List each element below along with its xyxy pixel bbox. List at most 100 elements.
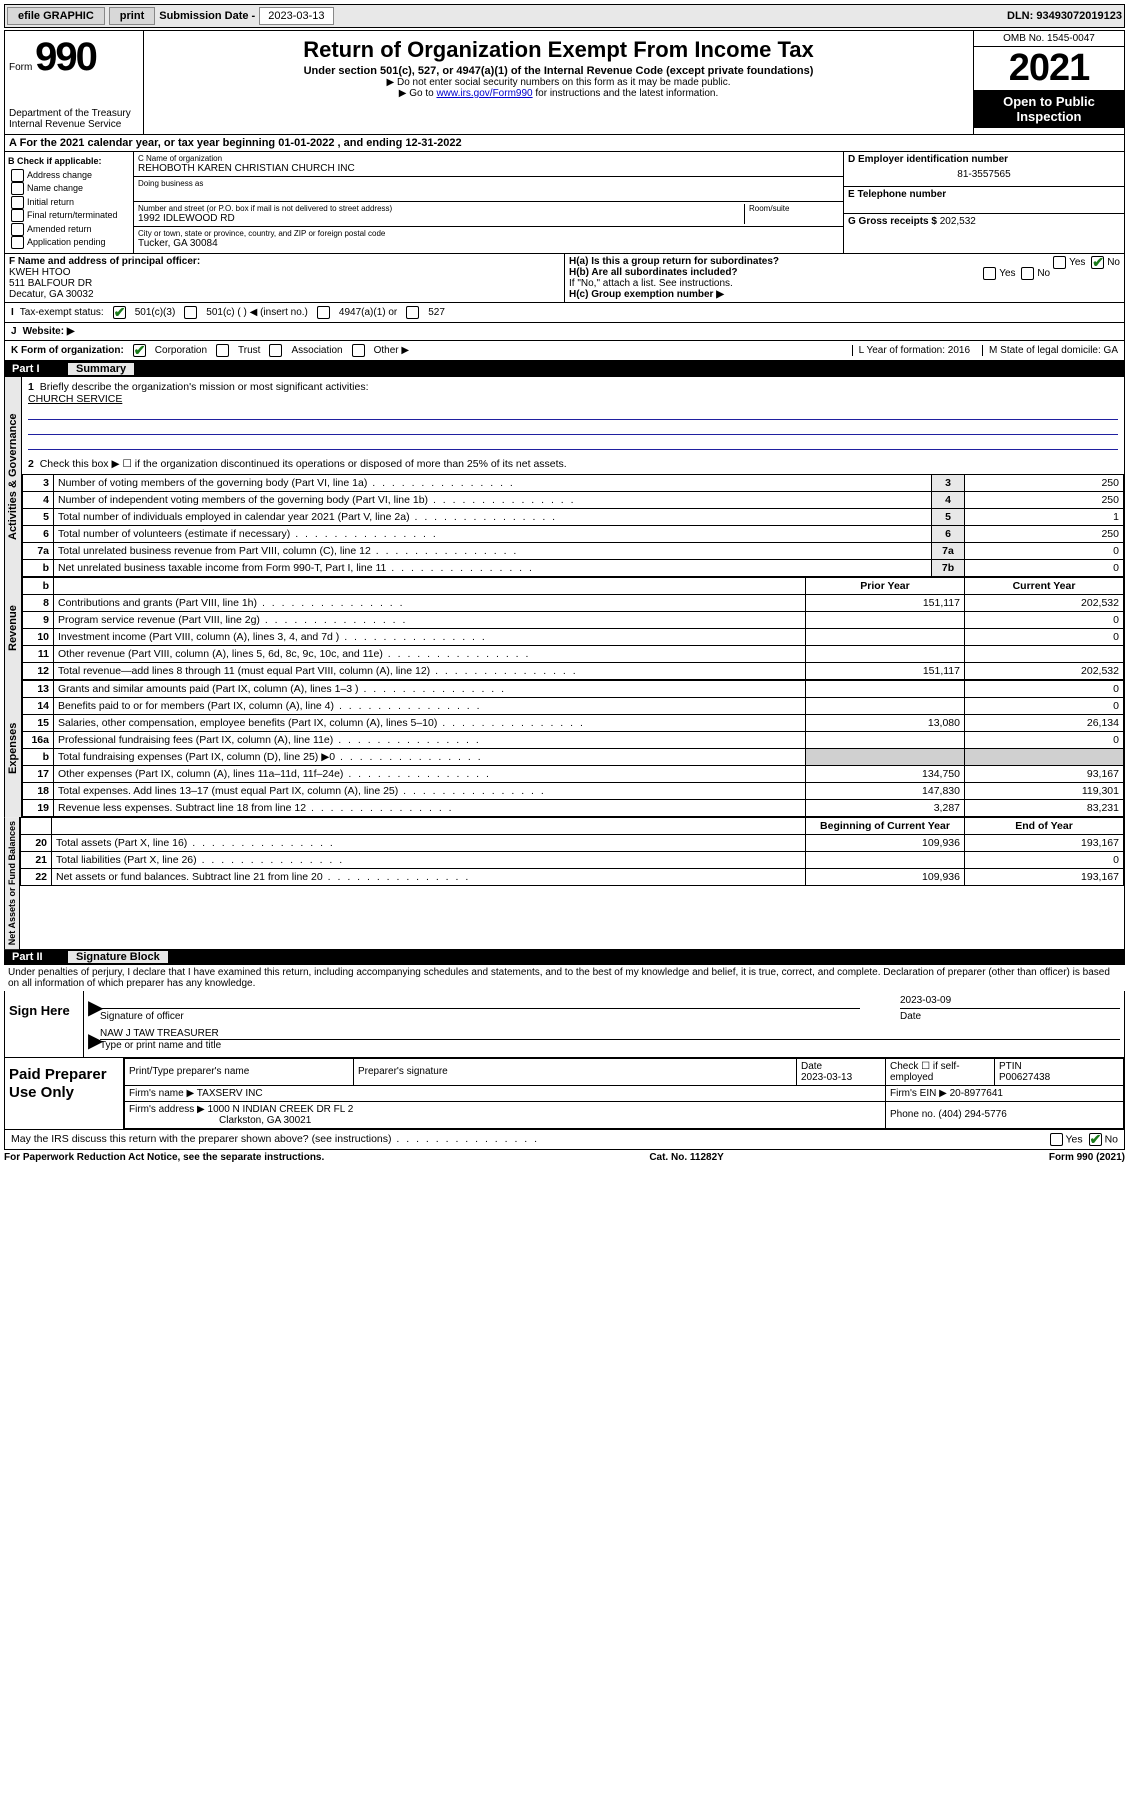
- city-value: Tucker, GA 30084: [138, 238, 839, 249]
- check-4947[interactable]: [317, 306, 330, 319]
- expenses-table: 13Grants and similar amounts paid (Part …: [22, 680, 1124, 817]
- check-address-change[interactable]: [11, 169, 24, 182]
- org-name-label: C Name of organization: [138, 154, 839, 163]
- f-label: F Name and address of principal officer:: [9, 256, 200, 267]
- paid-preparer-label: Paid Preparer Use Only: [5, 1058, 124, 1129]
- org-name: REHOBOTH KAREN CHRISTIAN CHURCH INC: [138, 163, 839, 174]
- phone-label: E Telephone number: [848, 189, 1120, 200]
- footer-right: Form 990 (2021): [1049, 1152, 1125, 1163]
- hb-no[interactable]: [1021, 267, 1034, 280]
- sig-date-label: Date: [900, 1011, 1120, 1022]
- opt-name-change: Name change: [27, 183, 83, 193]
- opt-app-pending: Application pending: [27, 237, 106, 247]
- tax-year: 2021: [974, 47, 1124, 90]
- efile-label: efile GRAPHIC: [7, 7, 105, 25]
- addr-value: 1992 IDLEWOOD RD: [138, 213, 744, 224]
- q2-label: Check this box ▶ ☐ if the organization d…: [40, 458, 567, 470]
- part1-label: Part I: [12, 363, 72, 375]
- may-yes[interactable]: [1050, 1133, 1063, 1146]
- ha-yes[interactable]: [1053, 256, 1066, 269]
- box-c: C Name of organization REHOBOTH KAREN CH…: [134, 152, 844, 253]
- prep-date: 2023-03-13: [801, 1072, 852, 1083]
- check-501c3[interactable]: [113, 306, 126, 319]
- form-label: Form: [9, 62, 32, 73]
- check-final-return[interactable]: [11, 209, 24, 222]
- opt-address-change: Address change: [27, 170, 92, 180]
- firm-ein: 20-8977641: [950, 1088, 1003, 1099]
- addr-label: Number and street (or P.O. box if mail i…: [138, 204, 744, 213]
- check-trust[interactable]: [216, 344, 229, 357]
- prep-sig-label: Preparer's signature: [354, 1058, 797, 1085]
- check-assoc[interactable]: [269, 344, 282, 357]
- form-number: 990: [35, 35, 96, 79]
- q1-value: CHURCH SERVICE: [28, 393, 122, 405]
- line-a-text: For the 2021 calendar year, or tax year …: [20, 137, 462, 149]
- part1-name: Summary: [68, 363, 134, 375]
- firm-name-label: Firm's name ▶: [129, 1088, 194, 1099]
- prep-selfemp: Check ☐ if self-employed: [886, 1058, 995, 1085]
- check-amended[interactable]: [11, 223, 24, 236]
- opt-initial-return: Initial return: [27, 197, 74, 207]
- room-label: Room/suite: [749, 204, 839, 213]
- opt-final-return: Final return/terminated: [27, 210, 118, 220]
- city-label: City or town, state or province, country…: [138, 229, 839, 238]
- dept-treasury: Department of the Treasury: [9, 108, 139, 119]
- revenue-table: b Prior Year Current Year 8Contributions…: [22, 577, 1124, 680]
- tab-expenses: Expenses: [4, 680, 21, 817]
- ein-value: 81-3557565: [848, 165, 1120, 184]
- check-corp[interactable]: [133, 344, 146, 357]
- check-app-pending[interactable]: [11, 236, 24, 249]
- check-name-change[interactable]: [11, 182, 24, 195]
- netassets-table: Beginning of Current Year End of Year 20…: [20, 817, 1124, 886]
- instr-goto-pre: ▶ Go to: [399, 88, 437, 99]
- firm-phone-label: Phone no.: [890, 1109, 936, 1120]
- preparer-table: Print/Type preparer's name Preparer's si…: [124, 1058, 1124, 1129]
- q1-label: Briefly describe the organization's miss…: [40, 381, 369, 393]
- tab-netassets: Net Assets or Fund Balances: [4, 817, 19, 949]
- dln: DLN: 93493072019123: [1007, 10, 1122, 22]
- ptin-value: P00627438: [999, 1072, 1050, 1083]
- may-no[interactable]: [1089, 1133, 1102, 1146]
- firm-phone: (404) 294-5776: [938, 1109, 1006, 1120]
- gross-label: G Gross receipts $: [848, 216, 937, 227]
- check-other[interactable]: [352, 344, 365, 357]
- check-initial-return[interactable]: [11, 196, 24, 209]
- col-end: End of Year: [965, 817, 1124, 834]
- part2-label: Part II: [12, 951, 72, 963]
- sign-here-label: Sign Here: [5, 991, 84, 1057]
- may-irs-discuss: May the IRS discuss this return with the…: [11, 1133, 539, 1146]
- irs-link[interactable]: www.irs.gov/Form990: [436, 88, 532, 99]
- check-501c[interactable]: [184, 306, 197, 319]
- instr-goto-post: for instructions and the latest informat…: [533, 88, 719, 99]
- sig-name-label: Type or print name and title: [100, 1040, 1120, 1051]
- box-b: B Check if applicable: Address change Na…: [5, 152, 134, 253]
- opt-501c: 501(c) ( ) ◀ (insert no.): [206, 307, 308, 318]
- tab-revenue: Revenue: [4, 577, 21, 680]
- check-527[interactable]: [406, 306, 419, 319]
- col-curr: Current Year: [965, 577, 1124, 594]
- opt-527: 527: [428, 307, 445, 318]
- opt-assoc: Association: [291, 345, 342, 356]
- opt-trust: Trust: [238, 345, 260, 356]
- top-bar: efile GRAPHIC print Submission Date - 20…: [4, 4, 1125, 28]
- hb-label: H(b) Are all subordinates included?: [569, 267, 738, 278]
- firm-addr: 1000 N INDIAN CREEK DR FL 2: [208, 1104, 354, 1115]
- instr-ssn: ▶ Do not enter social security numbers o…: [148, 77, 969, 88]
- hb-yes[interactable]: [983, 267, 996, 280]
- tax-status-label: Tax-exempt status:: [20, 307, 104, 318]
- box-deg: D Employer identification number 81-3557…: [844, 152, 1124, 253]
- form-subtitle: Under section 501(c), 527, or 4947(a)(1)…: [148, 65, 969, 77]
- box-b-header: B Check if applicable:: [8, 155, 130, 169]
- print-button[interactable]: print: [109, 7, 155, 25]
- sig-date: 2023-03-09: [900, 995, 1120, 1006]
- submission-label: Submission Date -: [159, 10, 255, 22]
- prep-name-label: Print/Type preparer's name: [125, 1058, 354, 1085]
- gross-value: 202,532: [940, 216, 976, 227]
- irs-label: Internal Revenue Service: [9, 119, 139, 130]
- ha-no[interactable]: [1091, 256, 1104, 269]
- ptin-label: PTIN: [999, 1061, 1022, 1072]
- footer-mid: Cat. No. 11282Y: [649, 1152, 723, 1163]
- officer-addr1: 511 BALFOUR DR: [9, 278, 92, 289]
- sig-officer-label: Signature of officer: [100, 1011, 900, 1022]
- m-state: M State of legal domicile: GA: [982, 345, 1118, 356]
